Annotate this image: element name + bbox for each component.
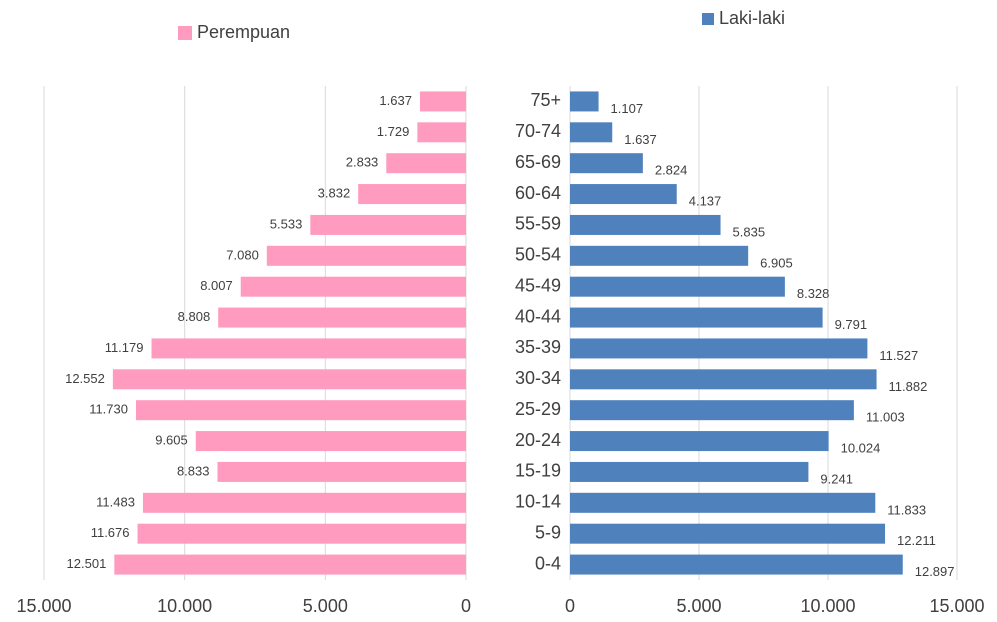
category-label: 15-19 — [515, 461, 561, 481]
value-label: 11.882 — [889, 379, 928, 394]
x-tick-label: 0 — [461, 596, 471, 616]
category-label: 35-39 — [515, 337, 561, 357]
bar — [570, 461, 809, 482]
category-label: 75+ — [530, 90, 561, 110]
legend-swatch — [178, 26, 192, 40]
bar — [570, 245, 749, 266]
category-label: 60-64 — [515, 183, 561, 203]
bar — [570, 153, 643, 174]
bar — [570, 214, 721, 235]
category-label: 65-69 — [515, 152, 561, 172]
bar — [142, 492, 466, 513]
category-label: 55-59 — [515, 214, 561, 234]
value-label: 9.605 — [155, 433, 188, 448]
legend-swatch — [702, 13, 714, 25]
value-label: 5.533 — [270, 216, 303, 231]
value-label: 8.328 — [797, 286, 830, 301]
bar — [137, 523, 466, 544]
bar — [570, 184, 677, 205]
value-label: 11.483 — [96, 494, 135, 509]
bar — [266, 245, 466, 266]
bar — [570, 492, 876, 513]
value-label: 5.835 — [733, 224, 766, 239]
bar — [570, 307, 823, 328]
x-tick-label: 10.000 — [800, 596, 855, 616]
value-label: 12.552 — [65, 371, 105, 386]
value-label: 1.637 — [379, 93, 412, 108]
category-label: 20-24 — [515, 430, 561, 450]
value-label: 11.676 — [91, 525, 130, 540]
value-label: 10.024 — [841, 441, 881, 456]
value-label: 1.637 — [624, 132, 657, 147]
bar — [151, 338, 466, 359]
bar — [240, 276, 466, 297]
x-tick-label: 5.000 — [676, 596, 721, 616]
bar — [310, 214, 466, 235]
x-tick-label: 0 — [565, 596, 575, 616]
value-label: 11.833 — [887, 502, 926, 517]
bar — [217, 461, 466, 482]
bar — [570, 276, 785, 297]
bar — [195, 431, 466, 452]
x-tick-label: 15.000 — [929, 596, 984, 616]
value-label: 11.179 — [105, 340, 144, 355]
category-label: 5-9 — [535, 522, 561, 542]
value-label: 9.791 — [835, 317, 868, 332]
bar — [570, 431, 829, 452]
bar — [570, 369, 877, 390]
value-label: 2.824 — [655, 163, 688, 178]
bar — [570, 554, 903, 575]
category-label: 10-14 — [515, 492, 561, 512]
category-label: 25-29 — [515, 399, 561, 419]
value-label: 2.833 — [346, 155, 379, 170]
bar — [570, 122, 613, 143]
x-tick-label: 5.000 — [303, 596, 348, 616]
category-label: 50-54 — [515, 245, 561, 265]
value-label: 8.007 — [200, 278, 233, 293]
value-label: 12.211 — [897, 533, 936, 548]
value-label: 1.729 — [377, 124, 410, 139]
value-label: 11.730 — [89, 402, 128, 417]
bar — [570, 338, 868, 359]
bar — [218, 307, 466, 328]
value-label: 3.832 — [318, 186, 351, 201]
bar — [112, 369, 467, 390]
value-label: 11.527 — [879, 348, 918, 363]
bar — [570, 400, 854, 421]
value-label: 12.897 — [915, 564, 955, 579]
value-label: 7.080 — [226, 247, 259, 262]
bar — [358, 184, 466, 205]
bar — [114, 554, 466, 575]
legend-label: Perempuan — [197, 22, 290, 42]
value-label: 4.137 — [689, 194, 722, 209]
value-label: 8.833 — [177, 463, 210, 478]
category-label: 30-34 — [515, 368, 561, 388]
bar — [135, 400, 466, 421]
category-label: 45-49 — [515, 275, 561, 295]
value-label: 12.501 — [67, 556, 107, 571]
value-label: 6.905 — [760, 255, 793, 270]
value-label: 9.241 — [820, 471, 853, 486]
value-label: 1.107 — [611, 101, 644, 116]
x-tick-label: 15.000 — [16, 596, 71, 616]
bar — [419, 91, 466, 112]
x-tick-label: 10.000 — [157, 596, 212, 616]
bar — [386, 153, 466, 174]
value-label: 11.003 — [866, 410, 905, 425]
bar — [570, 91, 599, 112]
bar — [417, 122, 466, 143]
value-label: 8.808 — [178, 309, 211, 324]
bar — [570, 523, 886, 544]
category-label: 40-44 — [515, 306, 561, 326]
legend-label: Laki-laki — [719, 8, 785, 28]
category-label: 0-4 — [535, 553, 561, 573]
category-label: 70-74 — [515, 121, 561, 141]
